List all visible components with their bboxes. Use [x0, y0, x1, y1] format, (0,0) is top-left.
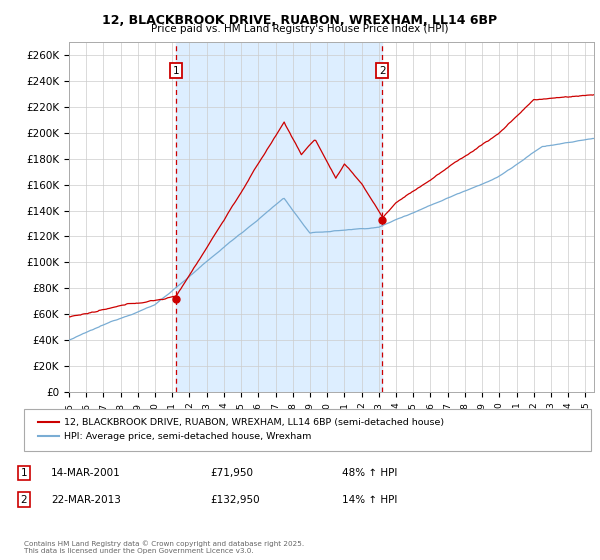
Text: Price paid vs. HM Land Registry's House Price Index (HPI): Price paid vs. HM Land Registry's House …	[151, 24, 449, 34]
Text: Contains HM Land Registry data © Crown copyright and database right 2025.
This d: Contains HM Land Registry data © Crown c…	[24, 541, 304, 554]
Text: 14% ↑ HPI: 14% ↑ HPI	[342, 494, 397, 505]
Text: 22-MAR-2013: 22-MAR-2013	[51, 494, 121, 505]
Legend: 12, BLACKBROOK DRIVE, RUABON, WREXHAM, LL14 6BP (semi-detached house), HPI: Aver: 12, BLACKBROOK DRIVE, RUABON, WREXHAM, L…	[34, 414, 448, 445]
Text: 2: 2	[379, 66, 386, 76]
Text: 1: 1	[172, 66, 179, 76]
Text: 14-MAR-2001: 14-MAR-2001	[51, 468, 121, 478]
Text: 12, BLACKBROOK DRIVE, RUABON, WREXHAM, LL14 6BP: 12, BLACKBROOK DRIVE, RUABON, WREXHAM, L…	[103, 14, 497, 27]
Text: £132,950: £132,950	[210, 494, 260, 505]
Text: 2: 2	[20, 494, 28, 505]
Text: £71,950: £71,950	[210, 468, 253, 478]
FancyBboxPatch shape	[24, 409, 591, 451]
Bar	[176, 42, 382, 392]
Text: 48% ↑ HPI: 48% ↑ HPI	[342, 468, 397, 478]
Text: 1: 1	[20, 468, 28, 478]
